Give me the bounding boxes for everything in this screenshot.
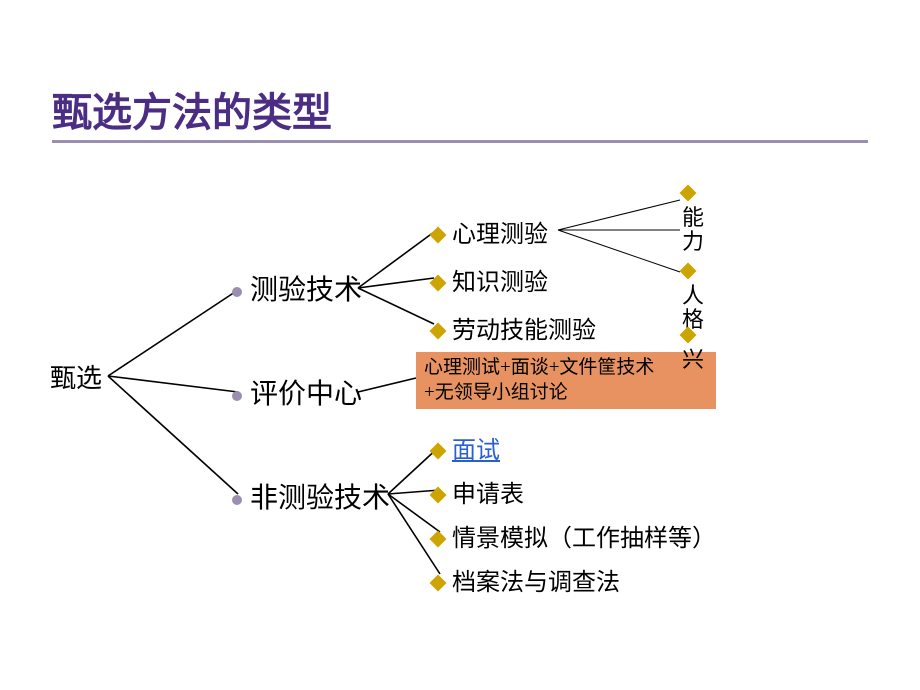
level2-nontest-item-3: 档案法与调查法 (432, 562, 620, 597)
level2-label: 申请表 (452, 482, 524, 508)
bullet-diamond-icon (430, 443, 447, 460)
root-node: 甄选 (50, 358, 102, 395)
level2-test-item-1: 知识测验 (432, 262, 548, 297)
level1-label: 测验技术 (250, 275, 362, 306)
level2-label: 知识测验 (452, 270, 548, 296)
level2-label: 情景模拟（工作抽样等） (452, 526, 716, 552)
highlight-line1: 心理测试+面谈+文件筐技术 (424, 356, 708, 381)
bullet-diamond-icon (430, 487, 447, 504)
bullet-diamond-icon (680, 327, 697, 344)
level1-item-0: 测验技术 (232, 268, 362, 308)
bullet-diamond-icon (430, 275, 447, 292)
level2-nontest-item-1: 申请表 (432, 474, 524, 509)
highlight-box: 心理测试+面谈+文件筐技术 +无领导小组讨论 (416, 352, 716, 409)
level1-label: 评价中心 (250, 379, 362, 410)
level2-nontest-item-0: 面试 (432, 430, 500, 465)
bullet-diamond-icon (680, 185, 697, 202)
level3-label: 兴 (682, 348, 704, 372)
level1-item-1: 评价中心 (232, 372, 362, 412)
bullet-diamond-icon (430, 531, 447, 548)
level3-label: 能力 (682, 206, 704, 254)
level2-test-item-0: 心理测验 (432, 214, 548, 249)
level1-item-2: 非测验技术 (232, 476, 390, 516)
level2-label: 心理测验 (452, 222, 548, 248)
bullet-diamond-icon (430, 227, 447, 244)
level2-label: 档案法与调查法 (452, 570, 620, 596)
level2-label: 劳动技能测验 (452, 318, 596, 344)
bullet-dot (232, 287, 242, 297)
level3-psych-item-0: 能力 (682, 180, 722, 254)
bullet-diamond-icon (680, 263, 697, 280)
level2-nontest-item-2: 情景模拟（工作抽样等） (432, 518, 716, 553)
level1-label: 非测验技术 (250, 483, 390, 514)
bullet-dot (232, 495, 242, 505)
bullet-diamond-icon (430, 575, 447, 592)
title-underline (52, 140, 868, 143)
highlight-line2: +无领导小组讨论 (424, 381, 708, 406)
bullet-diamond-icon (430, 323, 447, 340)
level2-link-label[interactable]: 面试 (452, 438, 500, 464)
level2-test-item-2: 劳动技能测验 (432, 310, 596, 345)
bullet-dot (232, 391, 242, 401)
slide-title: 甄选方法的类型 (52, 80, 332, 138)
level3-psych-item-2: 兴 (682, 322, 722, 374)
